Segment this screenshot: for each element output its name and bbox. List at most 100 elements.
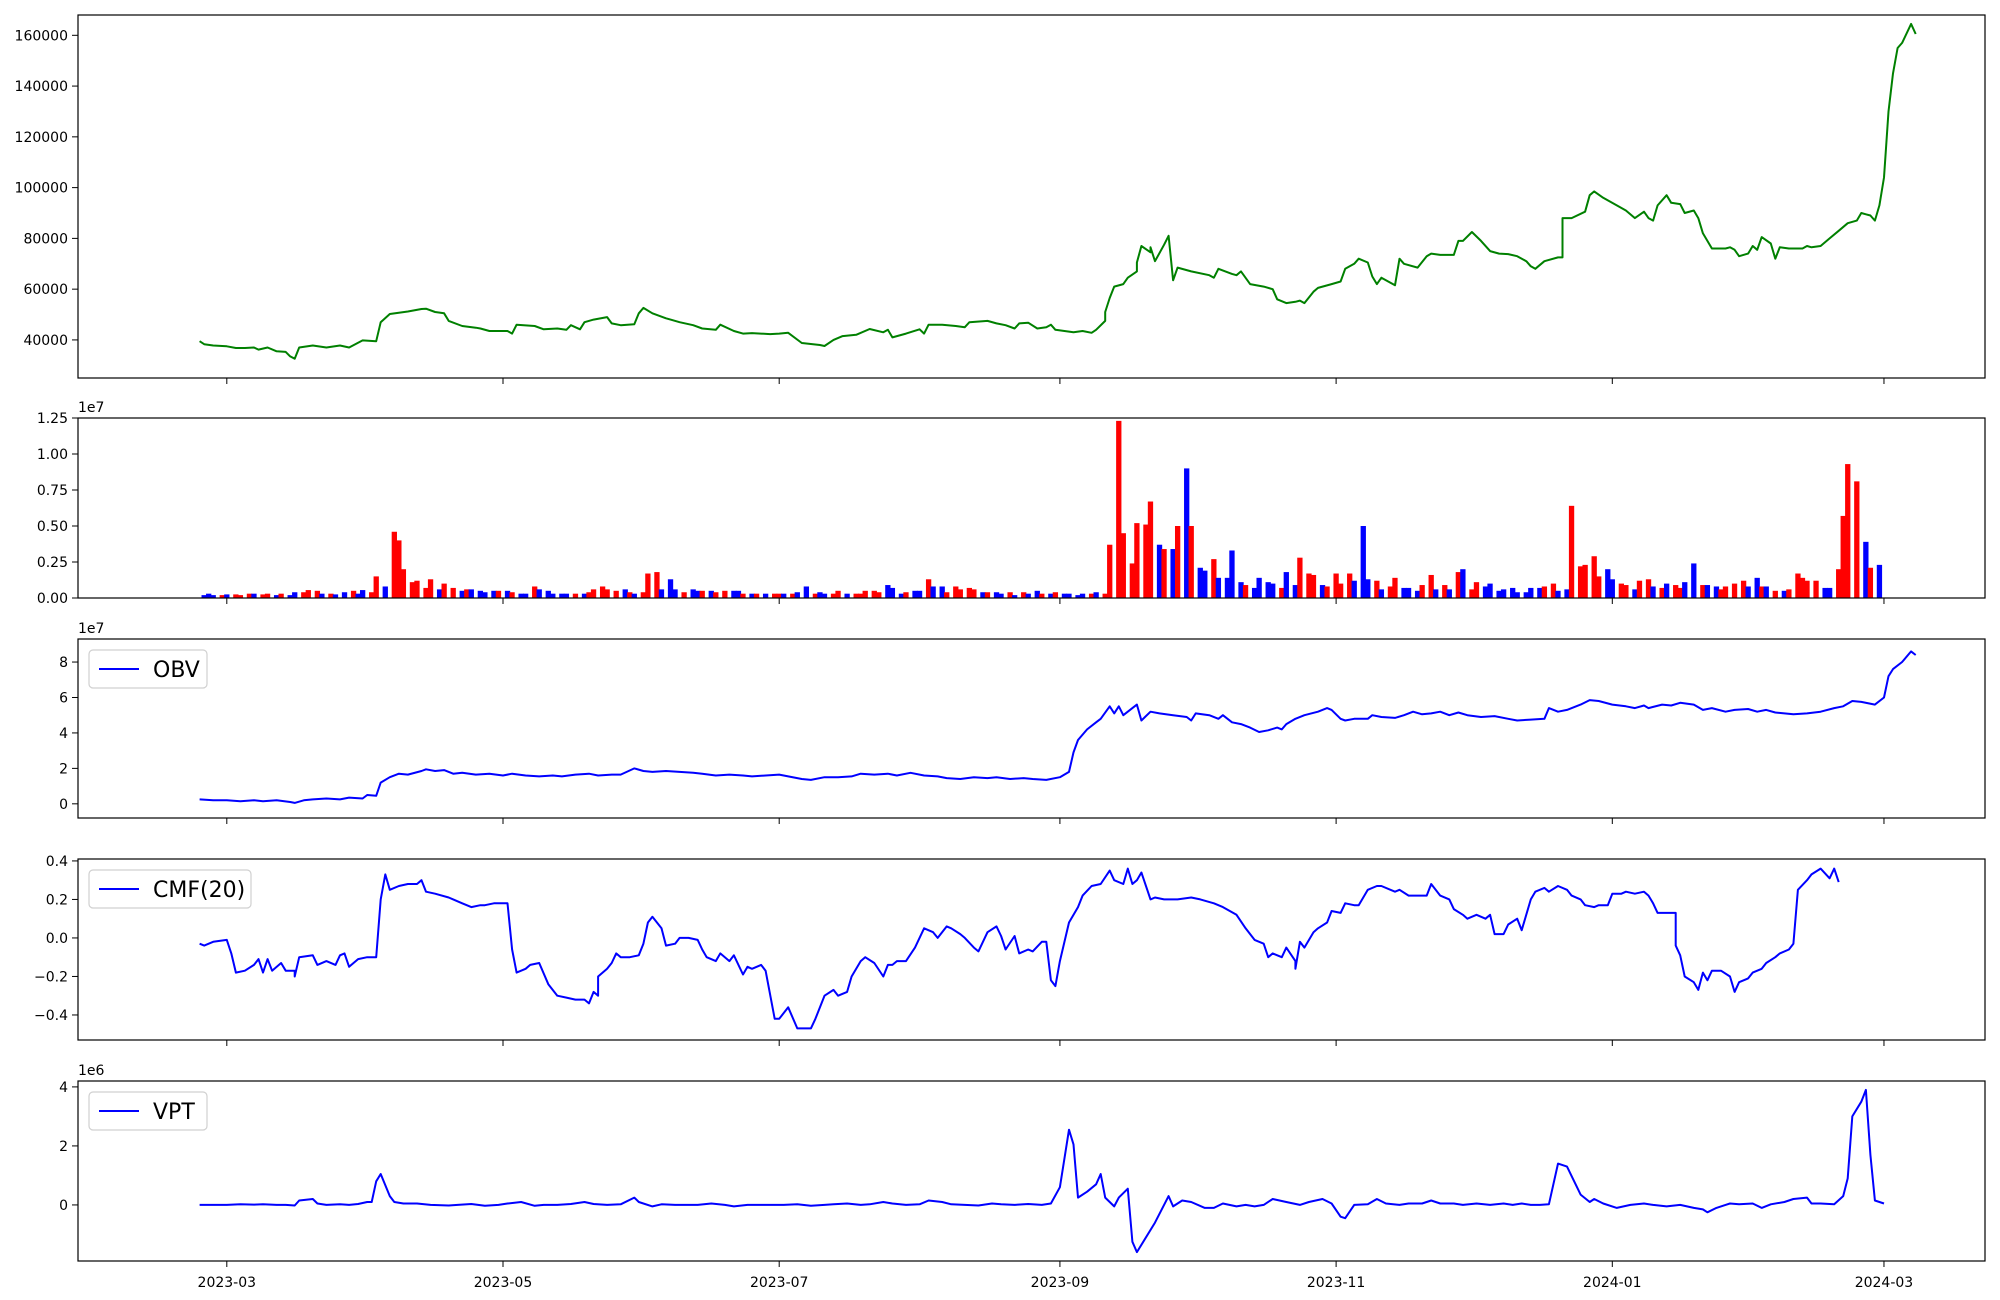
y-tick-label: 0.50 xyxy=(37,519,68,535)
volume-bar xyxy=(1161,549,1167,598)
volume-bar xyxy=(1568,505,1575,598)
volume-bar xyxy=(414,580,420,598)
volume-bar xyxy=(1510,587,1516,598)
volume-bar xyxy=(1102,593,1108,598)
volume-bar xyxy=(871,590,877,598)
volume-bar xyxy=(1107,544,1113,598)
volume-bar xyxy=(781,593,787,598)
volume-bar xyxy=(731,590,737,598)
volume-bar xyxy=(319,593,325,598)
axis-offset-label: 1e6 xyxy=(78,1063,105,1079)
volume-bar xyxy=(1011,595,1018,598)
volume-bar xyxy=(1772,590,1778,598)
legend-box xyxy=(88,869,252,909)
volume-bar xyxy=(654,572,660,598)
volume-bar xyxy=(1659,587,1665,598)
volume-bar xyxy=(450,587,456,598)
volume-bar xyxy=(423,587,429,598)
volume-bar xyxy=(1446,589,1452,598)
volume-bar xyxy=(812,593,819,598)
volume-bar xyxy=(1034,590,1040,598)
y-tick-label: 0.2 xyxy=(46,892,68,908)
volume-bar xyxy=(210,595,216,598)
y-tick-label: 0.4 xyxy=(46,854,68,870)
volume-bar xyxy=(1677,587,1683,598)
volume-bar xyxy=(1582,564,1588,598)
volume-bar xyxy=(278,593,284,598)
volume-bar xyxy=(427,579,434,598)
y-tick-label: 0 xyxy=(59,797,68,813)
volume-bar xyxy=(916,590,923,598)
volume-bar xyxy=(572,593,579,598)
volume-bar xyxy=(1405,587,1412,598)
volume-bar xyxy=(998,593,1004,598)
volume-bar xyxy=(459,590,465,598)
volume-bar xyxy=(790,593,796,598)
volume-bar xyxy=(627,592,633,598)
volume-bar xyxy=(622,589,628,598)
volume-bar xyxy=(762,593,769,598)
x-tick-label: 2024-01 xyxy=(1583,1275,1642,1291)
y-tick-label: 40000 xyxy=(23,333,68,349)
volume-bar xyxy=(1387,586,1394,598)
volume-bar xyxy=(1419,585,1425,598)
volume-bar xyxy=(1605,569,1611,598)
y-tick-label: 1.00 xyxy=(37,447,68,463)
volume-bar xyxy=(925,579,932,598)
obv-line xyxy=(199,650,1917,804)
volume-bar xyxy=(993,592,1000,598)
volume-bar xyxy=(409,582,416,598)
volume-bar xyxy=(735,590,742,598)
volume-bar xyxy=(495,590,502,598)
volume-bar xyxy=(1836,569,1842,598)
volume-bar xyxy=(1500,589,1507,598)
volume-bar xyxy=(1863,541,1869,598)
volume-bar xyxy=(1704,585,1711,598)
volume-bar xyxy=(1202,570,1208,598)
volume-bar xyxy=(1550,583,1557,598)
volume-bar xyxy=(835,590,841,598)
volume-bar xyxy=(1039,593,1045,598)
x-tick-label: 2023-07 xyxy=(750,1275,809,1291)
volume-bar xyxy=(246,593,253,598)
y-tick-label: 2 xyxy=(59,1139,68,1155)
volume-bar xyxy=(1324,586,1330,598)
volume-bar xyxy=(301,592,307,598)
volume-bar xyxy=(1840,515,1846,598)
volume-bar xyxy=(1455,572,1462,598)
volume-bar xyxy=(1021,592,1027,598)
volume-bar xyxy=(1555,590,1561,598)
y-tick-label: 1.25 xyxy=(37,411,68,427)
legend-box xyxy=(88,1091,208,1131)
volume-bar xyxy=(237,595,244,598)
y-tick-label: 100000 xyxy=(15,181,68,197)
volume-bar xyxy=(373,576,379,598)
volume-bar xyxy=(1496,590,1502,598)
volume-bar xyxy=(1469,589,1475,598)
volume-bar xyxy=(830,593,837,598)
volume-bar xyxy=(944,592,950,598)
volume-bar xyxy=(1433,589,1439,598)
volume-bar xyxy=(1636,580,1643,598)
x-tick-label: 2023-05 xyxy=(474,1275,533,1291)
volume-bar xyxy=(713,592,719,598)
volume-bar xyxy=(1700,585,1706,598)
volume-bar xyxy=(1143,524,1149,598)
legend-label: OBV xyxy=(153,658,200,683)
volume-bar xyxy=(1759,586,1765,598)
volume-bar xyxy=(604,589,610,598)
volume-bar xyxy=(1663,583,1670,598)
volume-bar xyxy=(536,589,542,598)
volume-bar xyxy=(1174,526,1181,598)
volume-bar xyxy=(1188,526,1194,598)
volume-bar xyxy=(504,590,511,598)
volume-bar xyxy=(1740,580,1747,598)
volume-bar xyxy=(1333,573,1339,598)
volume-bar xyxy=(862,590,868,598)
volume-bar xyxy=(776,593,782,598)
volume-bar xyxy=(1075,595,1081,598)
volume-bar xyxy=(1306,573,1312,598)
volume-bar xyxy=(509,592,515,598)
volume-bar xyxy=(1116,420,1122,598)
